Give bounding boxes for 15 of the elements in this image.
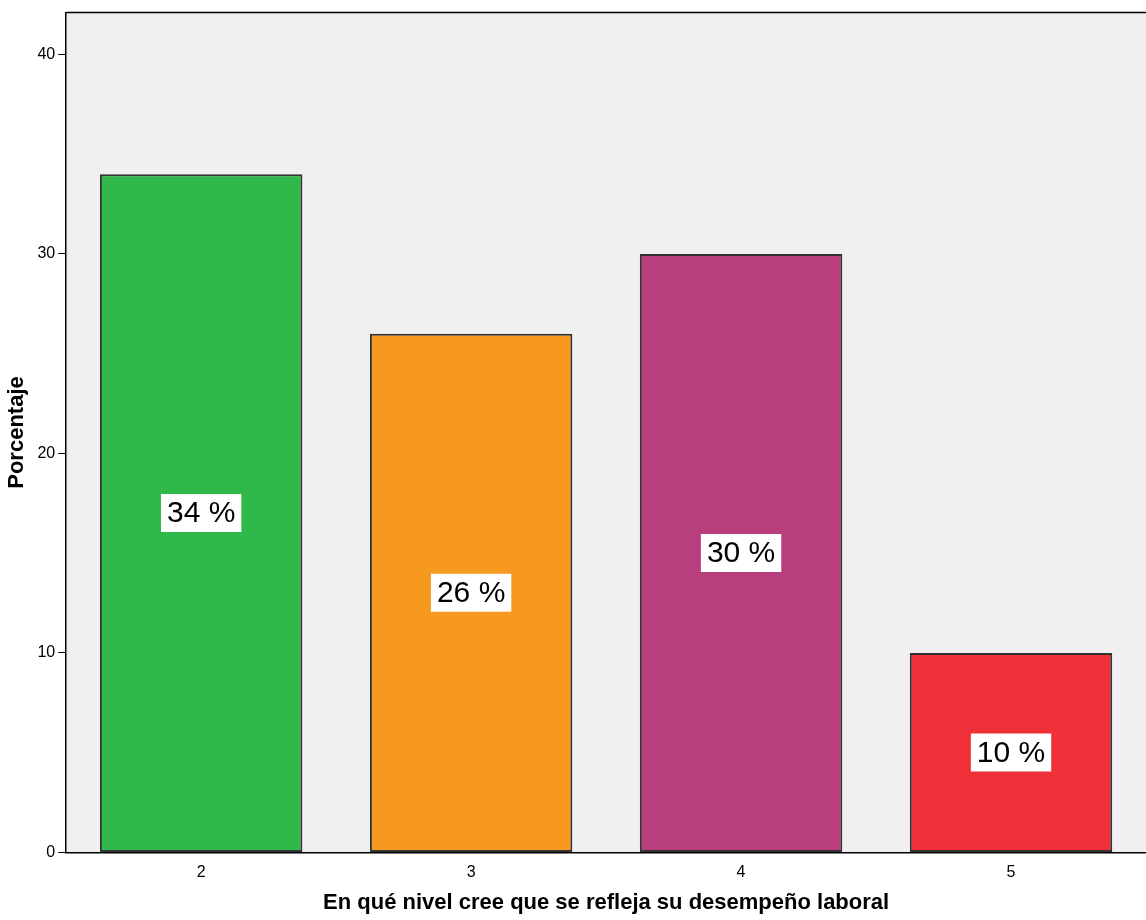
x-tick-label: 2 <box>196 863 206 881</box>
data-label: 10 % <box>976 734 1046 768</box>
y-tick-label: 20 <box>37 443 56 461</box>
y-tick-label: 30 <box>37 244 56 262</box>
x-axis-title: En qué nivel cree que se refleja su desempeño laboral <box>323 888 890 914</box>
y-tick-label: 0 <box>46 842 56 860</box>
data-label: 26 % <box>436 575 506 609</box>
data-label: 30 % <box>706 535 776 569</box>
x-tick-label: 5 <box>1006 863 1016 881</box>
x-tick-label: 4 <box>736 863 746 881</box>
data-label: 34 % <box>166 495 236 529</box>
y-axis-title: Porcentaje <box>3 376 29 489</box>
y-tick-label: 40 <box>37 44 56 62</box>
y-tick-label: 10 <box>37 643 56 661</box>
x-tick-label: 3 <box>466 863 476 881</box>
